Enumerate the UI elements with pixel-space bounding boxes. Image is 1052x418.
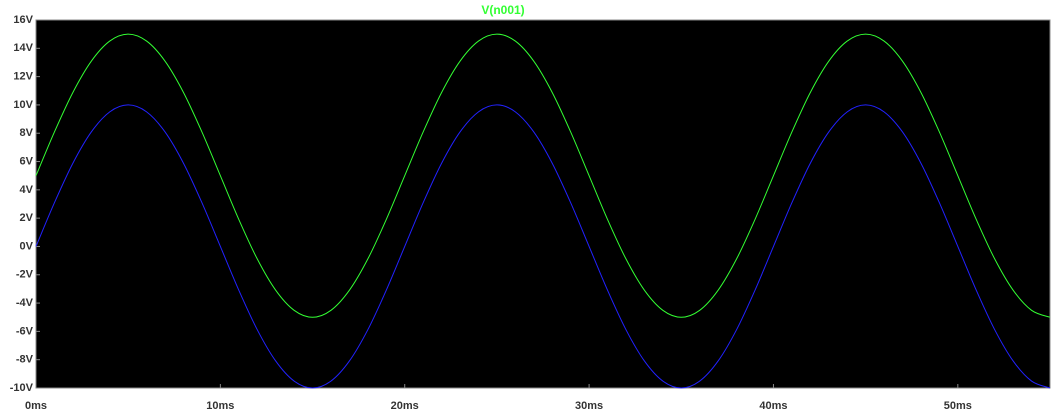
x-tick-label: 0ms [25,400,47,412]
x-tick-label: 20ms [391,400,419,412]
plot-area [35,19,1051,389]
y-tick-label: 10V [13,99,33,111]
x-tick-label: 30ms [575,400,603,412]
y-tick-label: -6V [16,325,34,337]
y-tick-label: 0V [20,240,34,252]
y-tick-label: 16V [13,14,33,26]
series-line [35,104,1051,389]
y-tick-label: 14V [13,42,33,54]
y-tick-label: 4V [20,184,34,196]
x-tick-label: 10ms [206,400,234,412]
series-line [35,33,1051,318]
y-tick-label: 12V [13,71,33,83]
legend-label: V(n001) [481,3,524,17]
x-tick-label: 50ms [944,400,972,412]
y-tick-label: 6V [20,155,34,167]
x-tick-label: 40ms [759,400,787,412]
y-tick-label: -8V [16,354,34,366]
y-tick-label: 8V [20,127,34,139]
y-tick-label: -10V [10,382,34,394]
y-tick-label: 2V [20,212,34,224]
y-tick-label: -2V [16,269,34,281]
y-tick-label: -4V [16,297,34,309]
